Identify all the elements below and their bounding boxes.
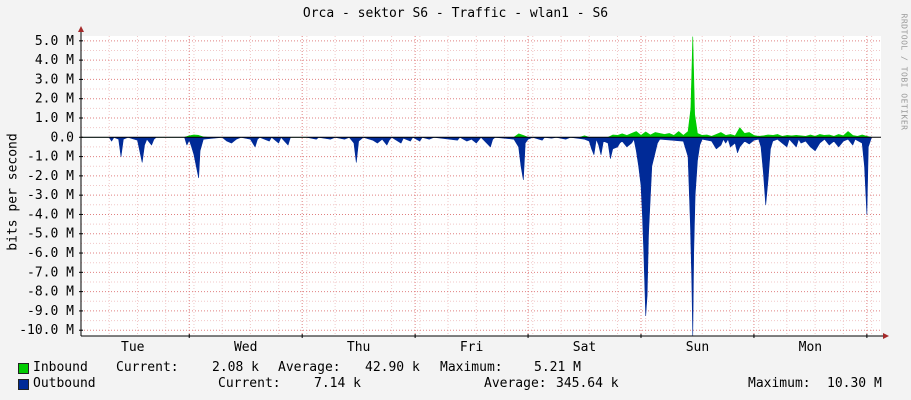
y-tick-label: -6.0 M xyxy=(27,246,74,261)
x-tick-label: Wed xyxy=(234,340,257,355)
inbound-average-label: Average: xyxy=(278,360,341,375)
y-tick-label: 1.0 M xyxy=(35,111,74,126)
y-axis-arrow xyxy=(78,26,84,32)
x-tick-label: Tue xyxy=(121,340,145,355)
y-tick-label: -2.0 M xyxy=(27,169,74,184)
y-tick-label: -3.0 M xyxy=(27,188,74,203)
outbound-average-label: Average: xyxy=(484,376,547,391)
y-tick-label: 2.0 M xyxy=(35,92,74,107)
outbound-label: Outbound xyxy=(33,376,96,391)
y-tick-label: -9.0 M xyxy=(27,304,74,319)
y-tick-label: -8.0 M xyxy=(27,285,74,300)
y-tick-label: -7.0 M xyxy=(27,265,74,280)
inbound-current-label: Current: xyxy=(116,360,179,375)
y-axis-label: bits per second xyxy=(5,133,21,251)
grid-lines xyxy=(80,36,881,336)
y-tick-label: 4.0 M xyxy=(35,53,74,68)
chart-title: Orca - sektor S6 - Traffic - wlan1 - S6 xyxy=(302,6,609,21)
x-tick-label: Mon xyxy=(799,340,822,355)
inbound-current-value: 2.08 k xyxy=(212,360,259,375)
outbound-current-value: 7.14 k xyxy=(314,376,361,391)
x-tick-label: Thu xyxy=(347,340,370,355)
y-tick-label: -5.0 M xyxy=(27,227,74,242)
inbound-average-value: 42.90 k xyxy=(365,360,420,375)
inbound-label: Inbound xyxy=(33,360,88,375)
inbound-maximum-label: Maximum: xyxy=(440,360,503,375)
x-tick-label: Sun xyxy=(686,340,709,355)
y-tick-label: -1.0 M xyxy=(27,150,74,165)
outbound-average-value: 345.64 k xyxy=(556,376,619,391)
tick-labels: 5.0 M 4.0 M 3.0 M 2.0 M 1.0 M 0.0 -1.0 M -2.0 M… xyxy=(19,34,822,355)
y-tick-label: 0.0 xyxy=(51,130,74,145)
outbound-current-label: Current: xyxy=(218,376,281,391)
x-axis-arrow xyxy=(883,333,889,339)
series-area-inbound xyxy=(80,36,872,138)
y-tick-label: -4.0 M xyxy=(27,207,74,222)
outbound-maximum-value: 10.30 M xyxy=(827,376,882,391)
y-tick-label: -10.0 M xyxy=(19,323,74,338)
inbound-swatch xyxy=(18,363,29,374)
x-tick-label: Fri xyxy=(460,340,483,355)
inbound-maximum-value: 5.21 M xyxy=(534,360,581,375)
outbound-swatch xyxy=(18,379,29,390)
y-tick-label: 3.0 M xyxy=(35,72,74,87)
axes xyxy=(78,26,889,339)
y-tick-label: 5.0 M xyxy=(35,34,74,49)
rrdtool-watermark: RRDTOOL / TOBI OETIKER xyxy=(899,13,909,131)
x-tick-label: Sat xyxy=(573,340,596,355)
outbound-maximum-label: Maximum: xyxy=(748,376,811,391)
